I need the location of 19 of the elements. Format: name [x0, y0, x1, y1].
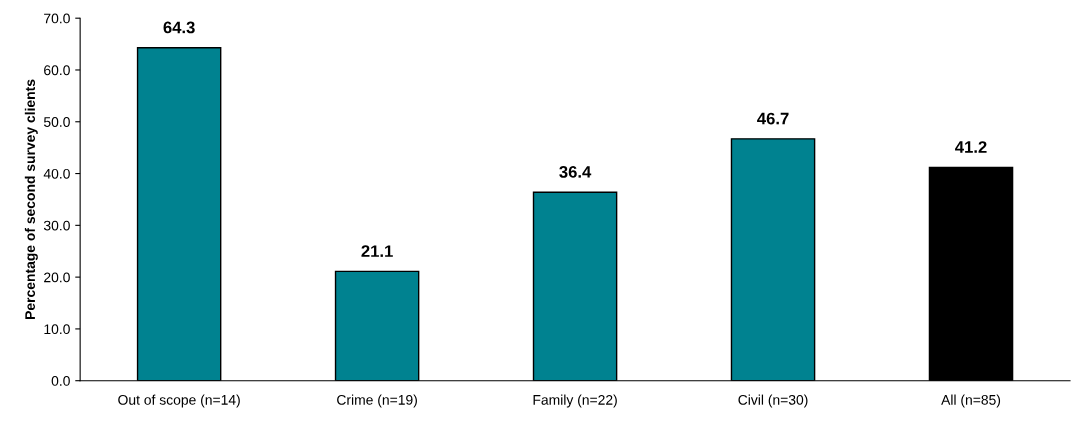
- y-tick-label: 0.0: [51, 376, 70, 386]
- x-tick-label: All (n=85): [941, 394, 1001, 408]
- y-tick-label: 10.0: [44, 324, 70, 335]
- x-tick-label: Civil (n=30): [738, 394, 808, 408]
- x-tick-label: Crime (n=19): [337, 394, 417, 408]
- y-tick-label: 60.0: [44, 65, 70, 76]
- x-tick-label: Out of scope (n=14): [118, 394, 240, 408]
- data-label: 64.3: [163, 21, 195, 34]
- x-tick-label: Family (n=22): [533, 394, 617, 408]
- data-label: 21.1: [361, 245, 393, 257]
- data-label: 41.2: [955, 141, 987, 153]
- y-tick-label: 50.0: [43, 117, 70, 127]
- y-tick-label: 30.0: [43, 220, 70, 231]
- y-tick-label: 20.0: [44, 272, 70, 283]
- data-label: 46.7: [757, 112, 789, 125]
- data-label: 36.4: [559, 165, 592, 178]
- y-tick-label: 40.0: [43, 168, 70, 179]
- y-tick-label: 70.0: [44, 13, 70, 24]
- y-axis-title: Percentage of second survey clients: [24, 79, 38, 319]
